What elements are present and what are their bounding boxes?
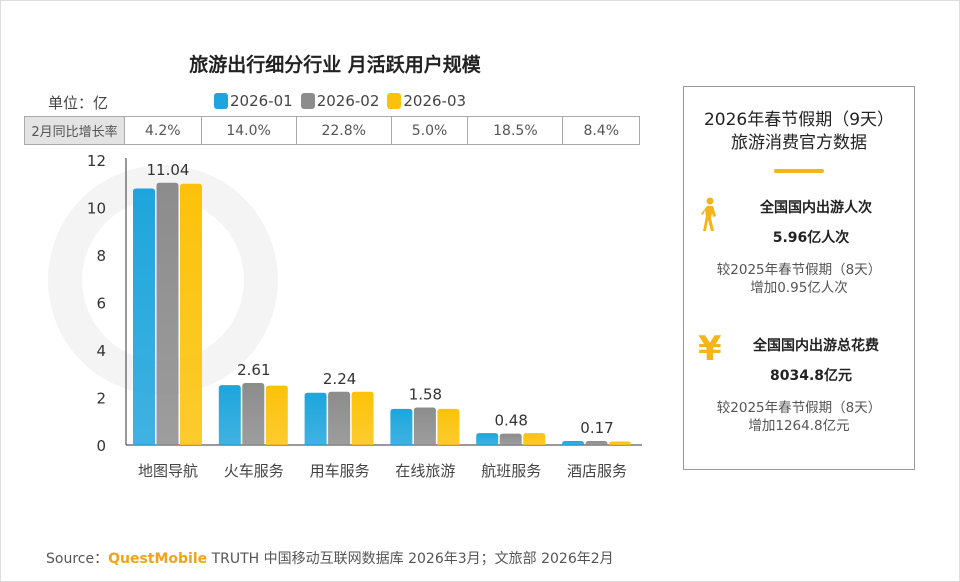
panel-title-2: 旅游消费官方数据 <box>731 133 867 153</box>
spend-label: 全国国内出游总花费 <box>753 338 879 354</box>
bar-2026-03 <box>437 408 460 445</box>
holiday-panel: 2026年春节假期（9天） 旅游消费官方数据 全国国内出游人次 5.96亿人次 较… <box>683 86 915 470</box>
legend-item: 2026-02 <box>300 92 380 110</box>
walking-person-icon <box>698 197 722 242</box>
y-tick-label: 2 <box>96 390 106 408</box>
x-tick-label: 用车服务 <box>310 462 370 480</box>
bar-2026-02 <box>413 407 436 445</box>
data-label: 0.17 <box>580 419 613 437</box>
bar-2026-01 <box>304 392 327 445</box>
spend-value: 8034.8亿元 <box>769 368 853 384</box>
legend-label: 2026-02 <box>316 92 380 110</box>
legend-swatch <box>387 93 402 109</box>
bar-2026-01 <box>562 440 584 445</box>
source-brand: QuestMobile <box>108 551 208 567</box>
growth-cell: 8.4% <box>562 116 640 145</box>
growth-table: 2月同比增长率 4.2% 14.0% 22.8% 5.0% 18.5% 8.4% <box>24 116 640 145</box>
y-tick-label: 4 <box>96 342 106 360</box>
y-tick-label: 0 <box>96 437 106 455</box>
y-tick-label: 12 <box>87 152 106 170</box>
data-label: 0.48 <box>494 412 527 430</box>
bar-2026-03 <box>180 183 202 445</box>
bar-2026-03 <box>609 441 631 445</box>
data-label: 11.04 <box>147 161 190 179</box>
x-tick-label: 航班服务 <box>481 462 541 480</box>
bar-2026-01 <box>133 188 155 445</box>
data-label: 2.24 <box>323 370 356 388</box>
trips-compare-2: 增加0.95亿人次 <box>750 280 848 296</box>
trips-label: 全国国内出游人次 <box>760 200 872 216</box>
bar-2026-01 <box>476 433 499 445</box>
bar-2026-01 <box>390 408 413 445</box>
source-text: TRUTH 中国移动互联网数据库 2026年3月；文旅部 2026年2月 <box>207 551 614 567</box>
growth-cell: 14.0% <box>200 116 297 145</box>
x-tick-label: 在线旅游 <box>395 462 455 480</box>
x-tick-label: 地图导航 <box>138 462 198 480</box>
y-tick-label: 8 <box>96 247 106 265</box>
yuan-icon: ¥ <box>698 329 722 369</box>
divider <box>774 169 824 173</box>
trips-compare-1: 较2025年春节假期（8天） <box>716 262 882 278</box>
bar-2026-02 <box>328 391 351 445</box>
growth-row-label: 2月同比增长率 <box>24 116 125 145</box>
bar-2026-02 <box>156 182 179 446</box>
legend: 2026-01 2026-02 2026-03 <box>214 92 466 110</box>
growth-cell: 22.8% <box>295 116 392 145</box>
panel-title-1: 2026年春节假期（9天） <box>703 110 895 130</box>
spend-compare-1: 较2025年春节假期（8天） <box>716 400 882 416</box>
trips-value: 5.96亿人次 <box>772 230 850 246</box>
legend-swatch <box>214 93 228 109</box>
bar-2026-02 <box>499 433 522 445</box>
legend-item: 2026-03 <box>387 92 466 110</box>
growth-cell: 4.2% <box>124 116 202 145</box>
data-label: 2.61 <box>237 361 270 379</box>
bar-2026-02 <box>585 440 608 445</box>
data-label: 1.58 <box>409 385 442 403</box>
bar-2026-03 <box>523 433 546 445</box>
growth-cell: 18.5% <box>467 116 564 145</box>
bar-2026-01 <box>218 385 241 445</box>
x-tick-label: 酒店服务 <box>567 462 627 480</box>
spend-compare-2: 增加1264.8亿元 <box>748 418 850 434</box>
source-note: Source：QuestMobile TRUTH 中国移动互联网数据库 2026… <box>46 548 614 568</box>
y-tick-label: 10 <box>87 200 106 218</box>
y-tick-label: 6 <box>96 295 106 313</box>
unit-label: 单位：亿 <box>48 94 109 112</box>
bar-2026-03 <box>265 385 288 445</box>
growth-cell: 5.0% <box>390 116 469 145</box>
legend-label: 2026-01 <box>230 92 293 110</box>
bar-2026-03 <box>351 391 374 445</box>
bar-2026-02 <box>242 383 265 445</box>
x-tick-label: 火车服务 <box>224 462 284 480</box>
chart-title: 旅游出行细分行业 月活跃用户规模 <box>189 54 481 76</box>
legend-item: 2026-01 <box>214 92 293 110</box>
source-prefix: Source： <box>46 551 109 567</box>
legend-swatch <box>300 93 315 109</box>
legend-label: 2026-03 <box>403 92 467 110</box>
